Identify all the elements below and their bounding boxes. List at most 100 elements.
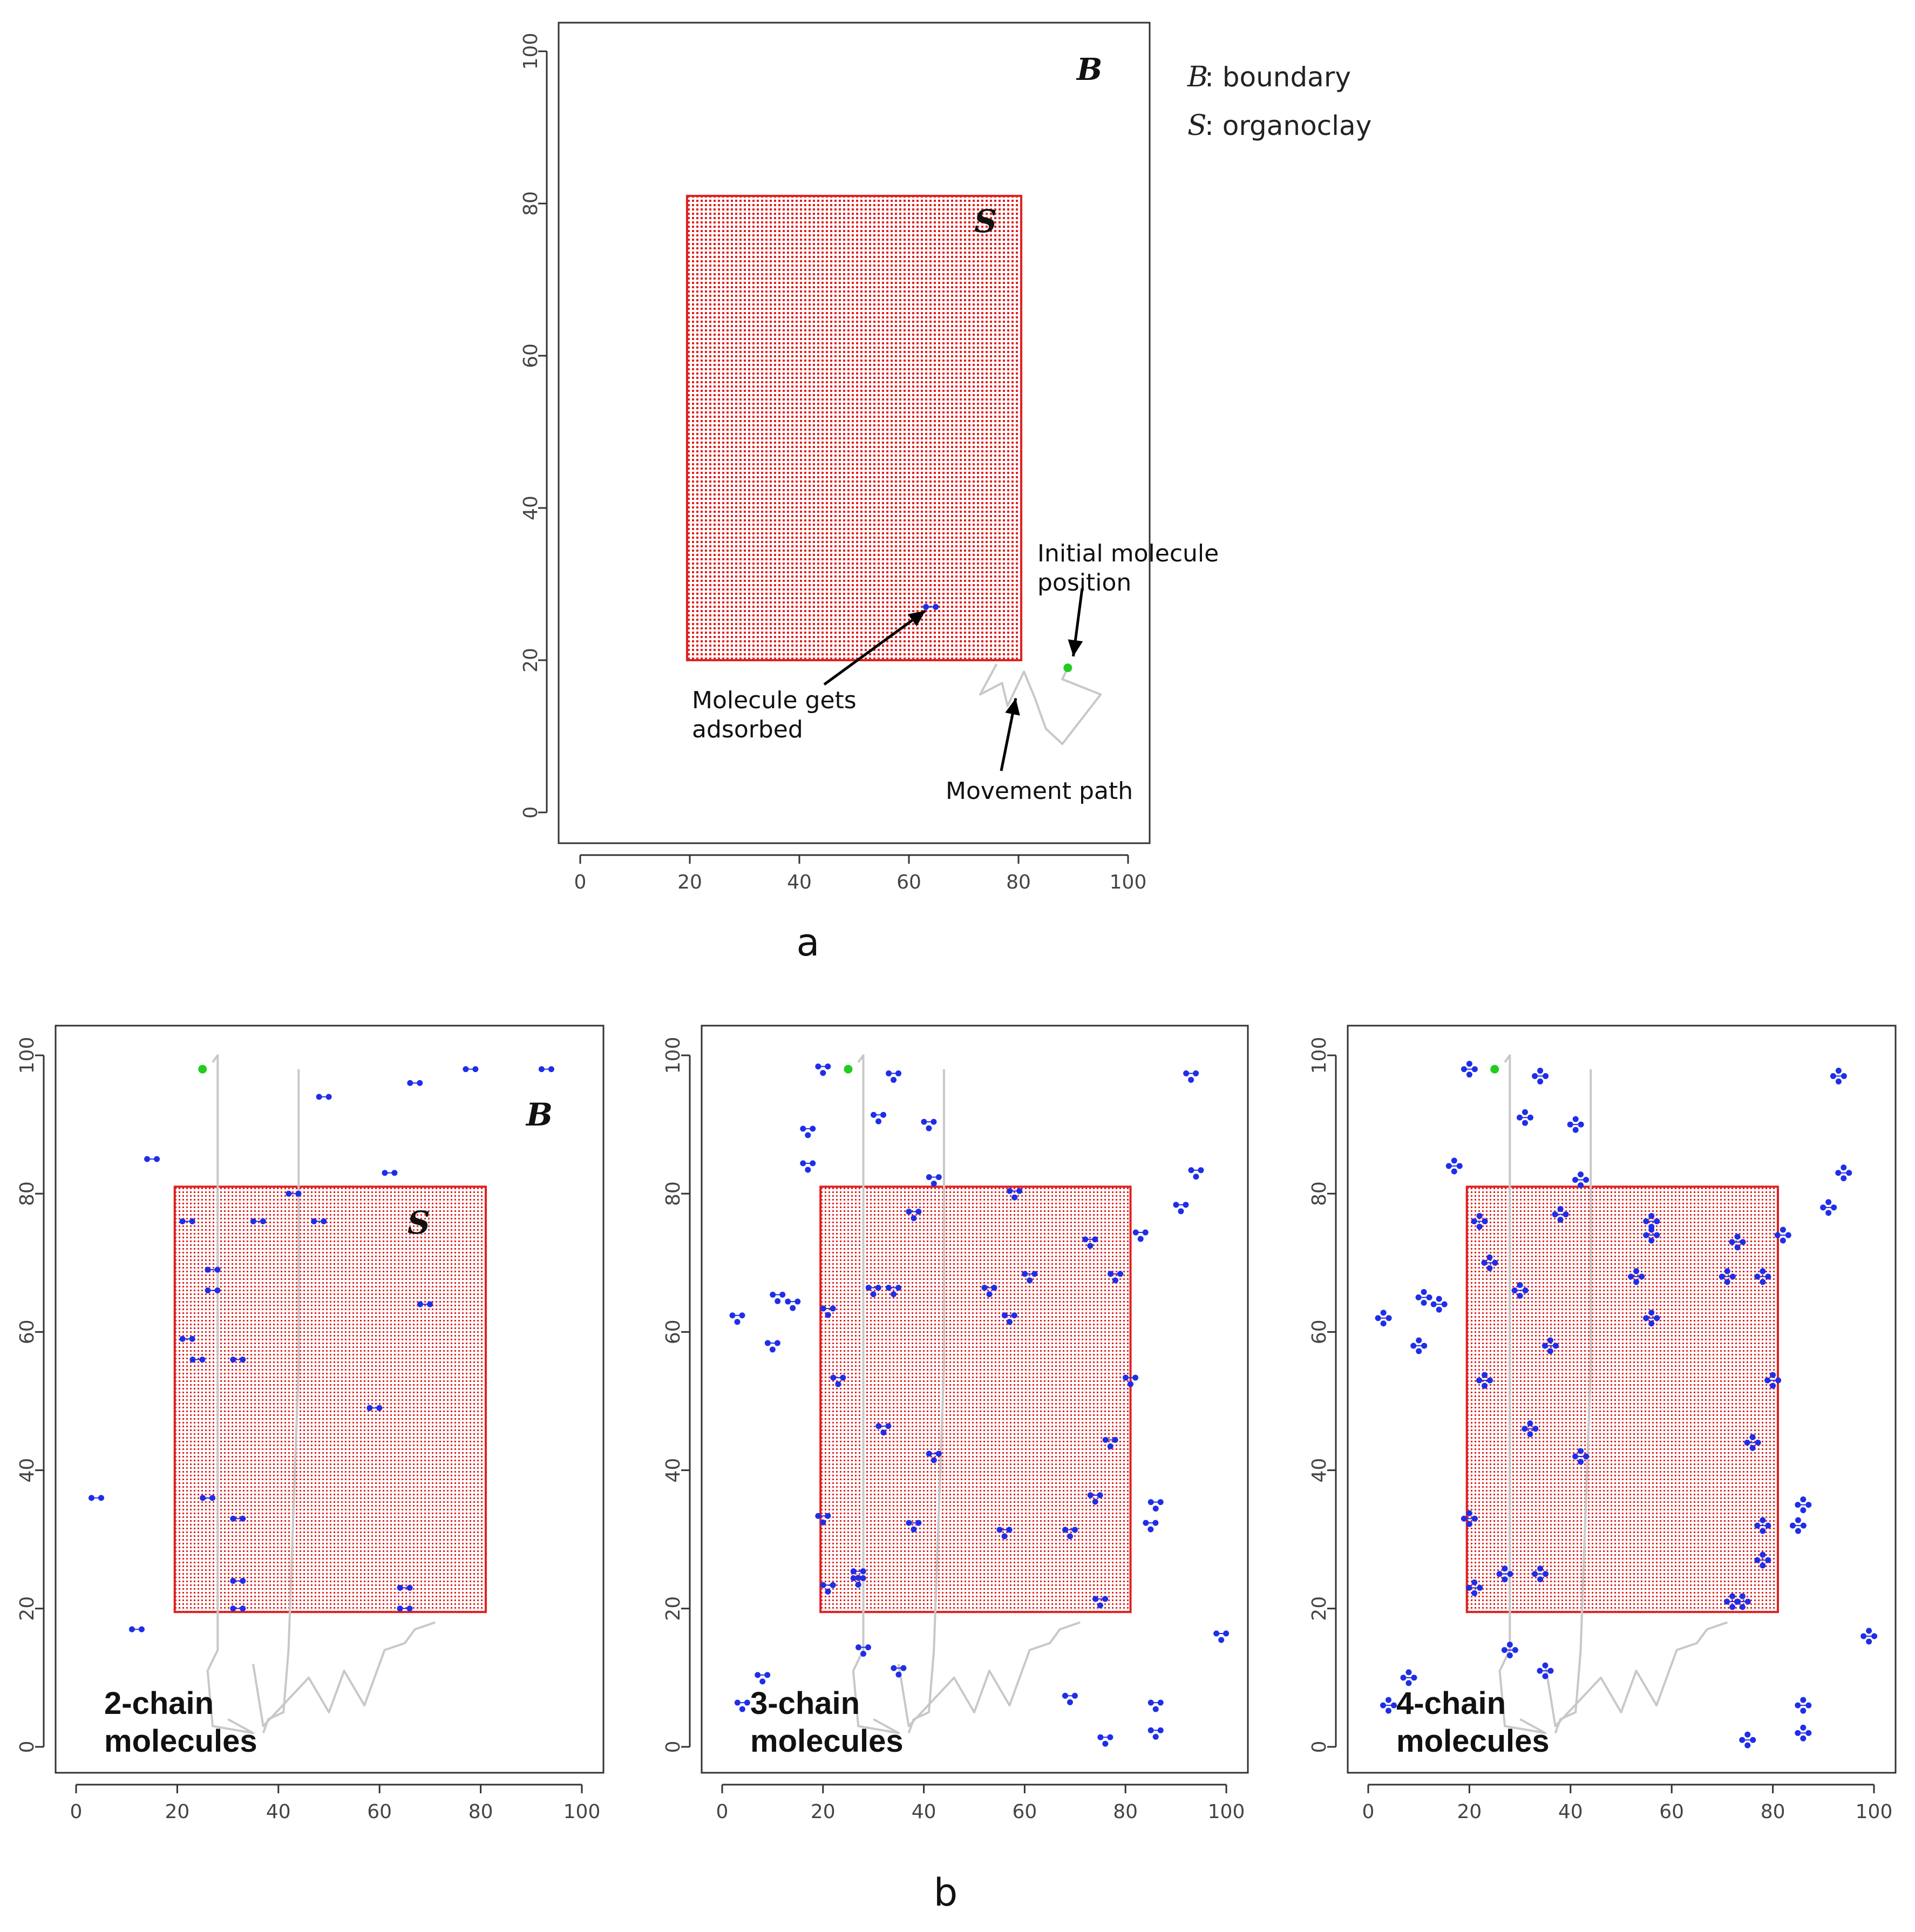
molecule-chain-dot [1436, 1296, 1442, 1302]
y-tick-label: 20 [1308, 1596, 1330, 1621]
molecule-chain-dot [1482, 1382, 1488, 1389]
initial-molecule-dot [198, 1065, 207, 1074]
molecule-chain-dot [1572, 1116, 1579, 1122]
molecule-chain-dot [1841, 1164, 1847, 1171]
molecule [1754, 1517, 1771, 1534]
molecule [286, 1190, 302, 1197]
molecule-chain-dot [1087, 1243, 1094, 1249]
molecule-chain-dot [1648, 1226, 1655, 1233]
molecule-chain-dot [1001, 1533, 1008, 1540]
molecule-chain-dot [1466, 1061, 1472, 1067]
molecule-chain-dot [1466, 1072, 1472, 1078]
molecule-chain-dot [1476, 1223, 1483, 1230]
chain-type-label: 4-chain [1396, 1686, 1506, 1721]
molecule [1062, 1527, 1078, 1540]
molecule-chain-dot [1067, 1533, 1073, 1540]
molecule-chain-dot [1107, 1443, 1113, 1449]
molecule [1532, 1565, 1549, 1583]
molecule [891, 1665, 907, 1678]
molecule [88, 1495, 104, 1501]
x-tick-label: 20 [677, 871, 702, 893]
molecule [538, 1066, 554, 1073]
molecule-chain-dot [1027, 1277, 1033, 1284]
molecule [1183, 1070, 1199, 1083]
molecule-chain-dot [1578, 1171, 1584, 1178]
panel-b1-plot: 0 20 40 60 80 100 0 20 40 60 80 100 B S 2-chainmolecul… [16, 1025, 605, 1823]
molecule [1132, 1229, 1149, 1242]
molecule-chain-dot [775, 1298, 781, 1304]
molecule-chain-dot [1800, 1724, 1807, 1731]
molecule [1754, 1268, 1771, 1285]
y-tick-label: 80 [520, 191, 542, 216]
annotation-arrowhead [907, 611, 926, 627]
molecule-chain-dot [1841, 1175, 1847, 1182]
molecule-chain-dot [1760, 1279, 1766, 1285]
movement-path-0 [979, 663, 1102, 745]
molecule-chain-dot [805, 1167, 811, 1173]
molecule-chain-dot [1770, 1382, 1776, 1389]
molecule-chain-dot [911, 1526, 917, 1533]
y-tick-label: 0 [1308, 1741, 1330, 1753]
plot-frame [55, 1025, 605, 1774]
molecule-chain-dot [825, 1312, 831, 1318]
annotation-arrow [823, 609, 926, 686]
movement-path-0 [852, 1054, 900, 1734]
y-tick-label: 100 [662, 1037, 684, 1074]
molecule-chain-dot [1466, 1510, 1472, 1516]
molecule-chain-dot [1482, 1372, 1488, 1378]
molecule [820, 1305, 836, 1318]
y-tick-label: 0 [662, 1741, 684, 1753]
molecule [926, 1450, 942, 1463]
molecule [1643, 1310, 1660, 1327]
molecule-chain-dot [1385, 1707, 1391, 1714]
molecule-chain-dot [759, 1678, 766, 1685]
movement-path-2 [1544, 1621, 1728, 1727]
y-tick-label: 40 [520, 496, 542, 520]
molecule [1001, 1312, 1017, 1325]
molecule-chain-dot [1527, 1420, 1533, 1427]
legend: B : boundary S : organoclay [1187, 61, 1371, 142]
molecule-chain-dot [1380, 1310, 1387, 1316]
molecule [1188, 1167, 1204, 1180]
molecule-chain-dot [1451, 1157, 1457, 1164]
molecule [815, 1063, 831, 1076]
molecule-chain-dot [986, 1291, 993, 1298]
molecule [1143, 1520, 1159, 1533]
molecule-chain-dot [1537, 1078, 1544, 1084]
molecule [1147, 1699, 1164, 1712]
molecule [1744, 1434, 1761, 1451]
molecule-chain-dot [891, 1291, 897, 1298]
molecule-chain-dot [1648, 1310, 1655, 1316]
molecule-chain-dot [1486, 1265, 1493, 1271]
molecule-chain-dot [870, 1291, 877, 1298]
panel-label-b: b [934, 1870, 958, 1915]
y-tick-label: 80 [16, 1181, 38, 1206]
movement-path-2 [897, 1621, 1081, 1727]
y-tick-label: 100 [520, 33, 542, 70]
chain-type-label: molecules [104, 1724, 257, 1759]
molecule-chain-dot [1866, 1628, 1872, 1634]
molecule [1795, 1697, 1812, 1714]
molecule-chain-dot [1466, 1521, 1472, 1527]
molecule [1522, 1420, 1539, 1438]
molecule-chain-dot [855, 1582, 861, 1588]
molecule-chain-dot [1218, 1637, 1225, 1643]
molecule-chain-dot [1152, 1506, 1159, 1512]
molecule [1628, 1268, 1645, 1285]
molecule [755, 1672, 771, 1685]
molecule-chain-dot [1506, 1652, 1513, 1659]
molecule [1835, 1164, 1852, 1182]
molecule [1461, 1061, 1478, 1078]
molecule-chain-dot [1527, 1431, 1533, 1438]
molecule-chain-dot [1178, 1208, 1184, 1215]
annotation-arrowhead [1068, 639, 1083, 656]
x-tick-label: 40 [266, 1801, 291, 1823]
molecule [906, 1520, 922, 1533]
molecule [230, 1357, 246, 1363]
molecule [1830, 1067, 1847, 1084]
initial-molecule-dot [1063, 663, 1072, 673]
molecule [1774, 1226, 1791, 1244]
molecule-chain-dot [1112, 1277, 1119, 1284]
molecule [397, 1605, 413, 1612]
